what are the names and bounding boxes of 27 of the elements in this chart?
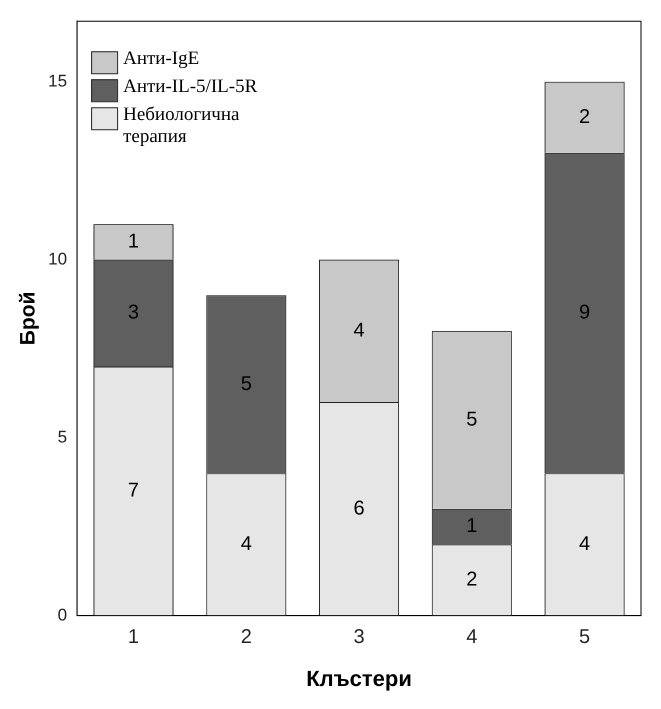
data-label: 4 xyxy=(579,532,590,555)
data-label: 4 xyxy=(240,532,252,555)
y-axis-title: Брой xyxy=(16,292,40,346)
x-tick-label: 3 xyxy=(353,626,365,648)
data-label: 6 xyxy=(353,497,365,520)
y-tick-label: 5 xyxy=(58,427,68,446)
data-label: 5 xyxy=(466,408,478,430)
data-label: 7 xyxy=(128,480,140,502)
x-tick-label: 2 xyxy=(240,626,252,648)
legend-label: Небиологична терапия xyxy=(123,104,240,148)
y-tick-label: 10 xyxy=(48,249,68,268)
y-tick-label: 15 xyxy=(48,71,68,90)
x-tick-label: 1 xyxy=(128,626,140,648)
legend-label: Анти-IgE xyxy=(123,48,200,70)
data-label: 5 xyxy=(240,372,252,395)
data-label: 1 xyxy=(466,515,478,538)
data-label: 2 xyxy=(466,568,478,591)
x-axis-title: Клъстери xyxy=(306,666,412,691)
x-tick-label: 5 xyxy=(579,626,590,648)
data-label: 1 xyxy=(128,230,140,252)
x-tick-label: 4 xyxy=(466,626,478,648)
y-tick-label: 0 xyxy=(58,605,68,624)
data-label: 9 xyxy=(579,302,590,324)
data-label: 2 xyxy=(579,106,590,128)
data-label: 4 xyxy=(353,319,365,342)
legend-label: Анти-IL-5/IL-5R xyxy=(123,76,258,98)
data-label: 3 xyxy=(128,302,140,324)
